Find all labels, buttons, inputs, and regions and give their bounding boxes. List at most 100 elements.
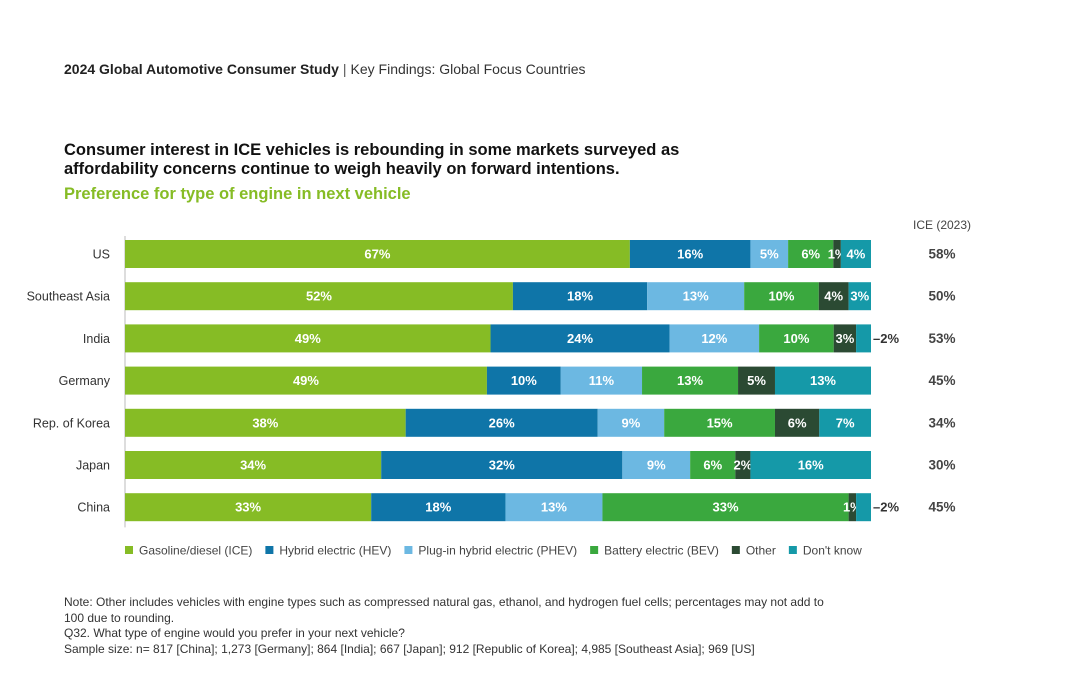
bar-segment <box>622 451 691 479</box>
data-label: 18% <box>567 289 593 304</box>
bar-segment <box>848 282 871 311</box>
bar-segment <box>486 366 561 395</box>
data-label: 67% <box>364 247 390 262</box>
header-separator: | <box>342 61 347 77</box>
data-label: 15% <box>707 415 733 430</box>
footnotes: Note: Other includes vehicles with engin… <box>64 595 824 657</box>
side-column-value: 30% <box>928 458 955 473</box>
data-label: 9% <box>647 458 666 473</box>
data-label: 6% <box>801 247 820 262</box>
legend-swatch <box>265 546 274 554</box>
category-label: Southeast Asia <box>27 290 110 304</box>
bar-segment <box>856 324 871 353</box>
bar-segment <box>560 366 643 395</box>
bar-segment <box>381 451 623 479</box>
bar-segment <box>125 451 382 479</box>
side-column-value: 53% <box>928 331 955 346</box>
legend-swatch <box>590 546 599 554</box>
bar-segment <box>125 282 513 311</box>
bar-segment <box>125 240 630 268</box>
data-label: 13% <box>810 373 836 388</box>
footnote-question: Q32. What type of engine would you prefe… <box>64 626 405 640</box>
data-label: 5% <box>760 247 779 262</box>
data-label: 13% <box>677 373 703 388</box>
side-column-value: 58% <box>928 247 955 262</box>
legend-label: Battery electric (BEV) <box>604 544 719 558</box>
bar-segment <box>642 366 739 395</box>
data-label: 10% <box>783 331 809 346</box>
data-label: 6% <box>788 415 807 430</box>
bar-segment <box>629 240 751 268</box>
study-title: 2024 Global Automotive Consumer Study <box>64 61 339 77</box>
data-label: 52% <box>306 289 332 304</box>
bar-segment <box>744 282 819 311</box>
category-label: India <box>83 332 110 346</box>
bar-segment <box>125 408 406 437</box>
bar-segment <box>819 408 871 437</box>
bar-segment <box>664 408 775 437</box>
bar-segment <box>505 493 603 522</box>
data-label: –2% <box>873 500 899 515</box>
data-label: 34% <box>240 458 266 473</box>
category-label: Japan <box>76 459 110 473</box>
bar-segment <box>833 324 857 353</box>
bar-segment <box>774 408 820 437</box>
bar-segment <box>602 493 849 522</box>
bar-segment <box>371 493 506 522</box>
data-label: 10% <box>511 373 537 388</box>
bar-segment <box>512 282 648 311</box>
data-label: 3% <box>850 289 869 304</box>
category-label: US <box>93 248 110 262</box>
data-label: 4% <box>847 247 866 262</box>
legend-swatch <box>404 546 413 554</box>
side-column-value: 34% <box>928 415 955 430</box>
bar-segment <box>125 324 491 353</box>
data-label: 5% <box>747 373 766 388</box>
data-label: 16% <box>798 458 824 473</box>
bar-segment <box>788 240 834 268</box>
legend-label: Don't know <box>803 544 862 558</box>
bar-segment <box>738 366 775 395</box>
side-column-value: 50% <box>928 289 955 304</box>
data-label: 10% <box>768 289 794 304</box>
data-label: 38% <box>252 415 278 430</box>
bar-segment <box>125 493 372 522</box>
data-label: 7% <box>836 415 855 430</box>
legend-swatch <box>125 546 133 554</box>
data-label: 18% <box>425 500 451 515</box>
bar-segment <box>840 240 871 268</box>
bar-segment <box>669 324 760 353</box>
data-label: –2% <box>873 331 899 346</box>
bar-segment <box>735 451 751 479</box>
bar-segment <box>690 451 736 479</box>
bar-segment <box>647 282 745 311</box>
legend-swatch <box>731 546 740 554</box>
data-label: 9% <box>622 415 641 430</box>
bar-segment <box>597 408 665 437</box>
data-label: 11% <box>589 373 615 388</box>
data-label: 33% <box>713 500 739 515</box>
bar-segment <box>490 324 670 353</box>
bar-segment <box>405 408 598 437</box>
data-label: 6% <box>703 458 722 473</box>
side-column-value: 45% <box>928 500 955 515</box>
bar-segment <box>759 324 834 353</box>
legend-label: Hybrid electric (HEV) <box>279 544 391 558</box>
bar-segment <box>750 451 871 479</box>
data-label: 24% <box>567 331 593 346</box>
bar-segment <box>125 366 487 395</box>
bar-segment <box>750 240 789 268</box>
legend-label: Plug-in hybrid electric (PHEV) <box>418 544 577 558</box>
chart-headline: Consumer interest in ICE vehicles is reb… <box>64 141 680 178</box>
legend-swatch <box>788 546 797 554</box>
chart-subtitle: Preference for type of engine in next ve… <box>64 185 411 203</box>
data-label: 49% <box>295 331 321 346</box>
data-label: 33% <box>235 500 261 515</box>
footnote-note: Note: Other includes vehicles with engin… <box>64 595 824 625</box>
section-title: Key Findings: Global Focus Countries <box>350 61 586 77</box>
legend-label: Gasoline/diesel (ICE) <box>139 544 252 558</box>
category-label: Germany <box>59 374 111 388</box>
side-column-title: ICE (2023) <box>913 218 971 232</box>
category-label: Rep. of Korea <box>33 416 110 430</box>
data-label: 26% <box>489 415 515 430</box>
